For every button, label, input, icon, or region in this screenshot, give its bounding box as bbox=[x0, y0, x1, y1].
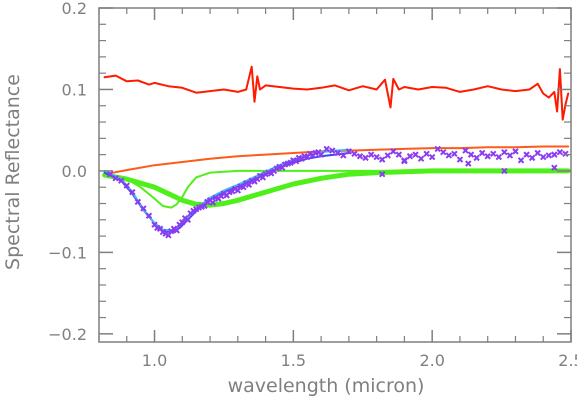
series-line-4 bbox=[103, 152, 350, 233]
data-point bbox=[562, 150, 569, 158]
data-point-outlier bbox=[465, 160, 472, 167]
x-axis-title: wavelength (micron) bbox=[228, 375, 425, 397]
plot-frame bbox=[98, 7, 572, 343]
data-point bbox=[440, 148, 447, 156]
data-point bbox=[373, 153, 380, 161]
data-point bbox=[378, 156, 386, 163]
data-point-outlier bbox=[401, 157, 408, 165]
data-point bbox=[395, 151, 403, 158]
data-point bbox=[345, 148, 353, 155]
data-point bbox=[129, 188, 136, 196]
data-point bbox=[184, 216, 192, 224]
y-tick-label: 0.0 bbox=[62, 162, 87, 181]
data-point bbox=[467, 151, 475, 158]
data-point bbox=[417, 155, 425, 162]
data-point bbox=[506, 152, 514, 159]
data-point bbox=[551, 151, 558, 158]
data-point bbox=[209, 199, 217, 206]
data-point bbox=[517, 157, 525, 164]
data-point bbox=[445, 152, 453, 159]
data-point bbox=[134, 198, 142, 206]
data-point bbox=[390, 148, 397, 155]
data-point bbox=[495, 153, 503, 161]
data-point bbox=[540, 153, 547, 161]
data-point bbox=[112, 175, 119, 182]
data-point bbox=[473, 154, 480, 162]
x-tick-label: 2.0 bbox=[419, 351, 444, 370]
data-point bbox=[334, 149, 341, 157]
y-axis-title: Spectral Reflectance bbox=[2, 74, 24, 270]
data-point bbox=[140, 205, 147, 212]
data-point bbox=[351, 150, 358, 158]
data-point bbox=[556, 148, 564, 156]
data-point bbox=[173, 227, 180, 234]
x-tick-label: 1.0 bbox=[142, 351, 167, 370]
y-tick-label: 0.2 bbox=[62, 0, 87, 18]
data-point bbox=[384, 152, 391, 159]
data-point bbox=[118, 177, 125, 184]
data-point bbox=[106, 170, 114, 178]
data-point bbox=[534, 149, 541, 157]
data-point-outlier bbox=[501, 167, 508, 175]
data-point bbox=[523, 151, 530, 158]
data-point bbox=[528, 154, 536, 162]
data-point bbox=[484, 153, 491, 160]
data-point bbox=[367, 151, 375, 158]
data-point bbox=[490, 150, 497, 158]
data-point bbox=[362, 154, 369, 162]
data-point bbox=[356, 153, 364, 160]
data-point bbox=[406, 153, 414, 160]
x-tick-label: 1.5 bbox=[281, 351, 306, 370]
data-point bbox=[451, 150, 458, 158]
data-point bbox=[478, 149, 486, 157]
data-point bbox=[428, 153, 436, 161]
data-point bbox=[456, 156, 464, 163]
data-point bbox=[423, 150, 430, 158]
data-point bbox=[340, 152, 347, 159]
plot-axes: 1.0 1.5 2.0 2.5 0.2 0.1 0.0 −0.1 −0.2 bbox=[48, 0, 577, 370]
series-line-3 bbox=[102, 168, 571, 208]
data-point bbox=[123, 182, 130, 189]
data-point bbox=[462, 147, 469, 154]
y-tick-label: 0.1 bbox=[62, 80, 87, 99]
y-tick-label: −0.1 bbox=[48, 243, 87, 262]
data-point bbox=[323, 145, 330, 153]
y-tick-label: −0.2 bbox=[48, 325, 87, 344]
data-point bbox=[145, 212, 153, 219]
data-point-outlier bbox=[378, 170, 386, 178]
data-point bbox=[412, 151, 419, 158]
series-line-0 bbox=[103, 65, 570, 121]
series-line-2 bbox=[103, 169, 570, 209]
plot-marks bbox=[102, 65, 571, 239]
data-point bbox=[512, 148, 519, 155]
data-point bbox=[545, 152, 552, 159]
data-point bbox=[329, 147, 336, 154]
data-point-outlier bbox=[551, 164, 558, 171]
data-point bbox=[501, 148, 508, 156]
data-point bbox=[317, 151, 325, 158]
data-point bbox=[434, 145, 441, 153]
x-tick-label: 2.5 bbox=[558, 351, 577, 370]
